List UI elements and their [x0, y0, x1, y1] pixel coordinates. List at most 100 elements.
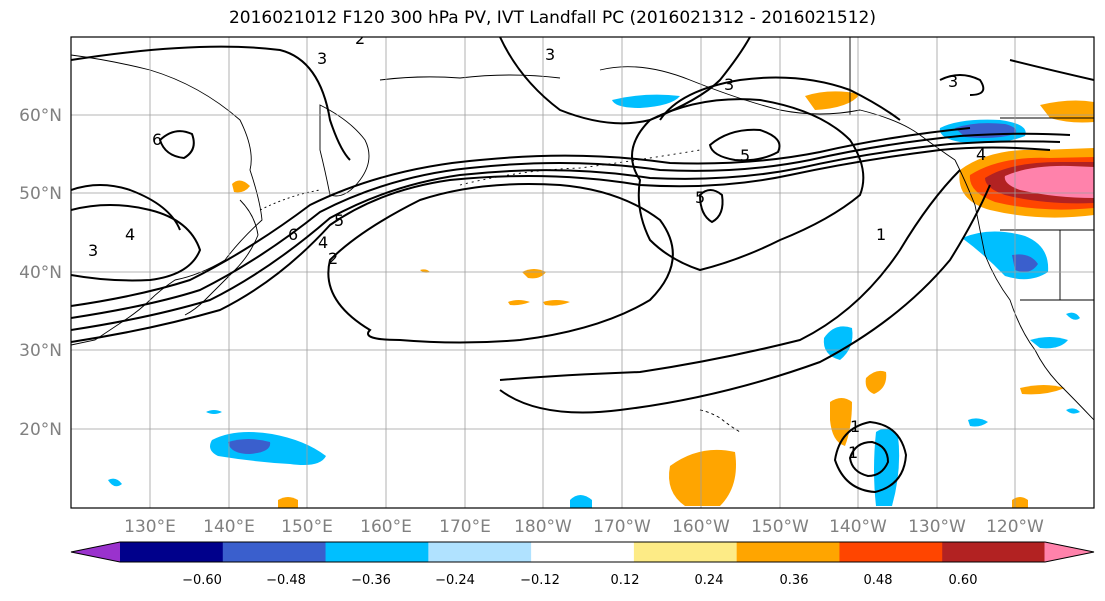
negative-anomaly-patch: [1030, 337, 1068, 349]
lat-tick-label: 40°N: [19, 263, 62, 283]
longitude-axis: 130°E 140°E 150°E 160°E 170°E 180°W 170°…: [124, 517, 1044, 537]
contour-label: 5: [334, 211, 344, 230]
colorbar-segment: [222, 542, 327, 562]
pv-contour-line: [698, 189, 724, 224]
pv-contour-line: [708, 128, 781, 162]
colorbar-tick-label: −0.48: [266, 573, 306, 588]
pv-contour-line: [71, 132, 1071, 319]
colorbar-segment: [531, 542, 635, 562]
negative-anomaly-patch: [1066, 408, 1080, 414]
arctic-coastline: [379, 74, 561, 81]
positive-anomaly-patch: [1004, 165, 1094, 198]
colorbar-tick-label: −0.12: [520, 573, 560, 588]
negative-anomaly-patch: [968, 418, 988, 427]
pv-contour-line: [659, 76, 901, 121]
lat-tick-label: 60°N: [19, 106, 62, 126]
lon-tick-label: 170°E: [439, 517, 491, 537]
lat-tick-label: 20°N: [19, 420, 62, 440]
colorbar-segment: [736, 542, 840, 562]
asia-coastline: [71, 54, 263, 346]
latitude-axis: 60°N 50°N 40°N 30°N 20°N: [19, 106, 62, 440]
lat-tick-label: 30°N: [19, 341, 62, 361]
pv-contour-line: [848, 440, 890, 478]
gridlines-layer: [71, 37, 1094, 508]
pv-contour-line: [71, 127, 971, 307]
colorbar-tick-label: −0.60: [182, 573, 222, 588]
contour-label: 6: [152, 130, 162, 149]
positive-anomaly-patch: [1020, 385, 1065, 395]
lat-tick-label: 50°N: [19, 184, 62, 204]
lon-tick-label: 160°W: [672, 517, 730, 537]
contour-label: 6: [288, 225, 298, 244]
colorbar-tick-label: −0.36: [351, 573, 391, 588]
contour-label: 3: [545, 45, 555, 64]
map-frame: [70, 36, 1095, 509]
negative-anomaly-patch: [108, 478, 122, 487]
positive-anomaly-patch: [1012, 497, 1028, 508]
contour-label: 1: [876, 225, 886, 244]
lon-tick-label: 150°W: [751, 517, 809, 537]
colorbar-tick-label: 0.36: [780, 573, 809, 588]
lon-tick-label: 160°E: [360, 517, 412, 537]
contour-label: 1: [848, 443, 858, 462]
positive-anomaly-patch: [669, 449, 736, 506]
positive-anomaly-patch: [805, 91, 860, 110]
lon-tick-label: 180°W: [514, 517, 572, 537]
pv-contour-line: [71, 204, 202, 282]
contour-label: 4: [976, 145, 986, 164]
lon-tick-label: 130°W: [908, 517, 966, 537]
colorbar-outline: [70, 541, 1095, 563]
negative-anomaly-patch: [206, 410, 222, 414]
pv-contour-line: [499, 169, 961, 381]
pv-contour-labels: 2 3 3 3 3 4 5 5 6 4 5 2 3 4 1 1 1 6: [88, 29, 986, 462]
pv-contour-line: [327, 183, 674, 344]
pv-contour-line: [71, 184, 181, 231]
kamchatka-coastline: [319, 104, 370, 197]
lon-tick-label: 150°E: [281, 517, 333, 537]
hawaii-islands: [699, 409, 741, 433]
negative-anomaly-patch: [228, 439, 271, 454]
colorbar-segment: [120, 542, 224, 562]
pv-contour-line: [499, 184, 991, 414]
positive-anomaly-patch: [522, 269, 546, 279]
colorbar: [70, 541, 1095, 563]
pv-contour-line: [631, 98, 865, 272]
contour-label: 2: [355, 29, 365, 48]
pv-contour-line: [158, 130, 195, 160]
colorbar-tick-label: 0.12: [611, 573, 640, 588]
colorbar-tick-label: 0.48: [864, 573, 893, 588]
contour-label: 5: [695, 188, 705, 207]
pv-contour-line: [71, 140, 1061, 331]
colorbar-extend-low: [71, 542, 121, 562]
colorbar-tick-label: 0.24: [695, 573, 724, 588]
map-plot-area: [71, 37, 1094, 508]
lon-tick-label: 140°E: [203, 517, 255, 537]
state-borders: [1000, 229, 1094, 301]
colorbar-segment: [325, 542, 429, 562]
lon-tick-label: 130°E: [124, 517, 176, 537]
colorbar-segment: [942, 542, 1046, 562]
positive-anomaly-patch: [1040, 100, 1094, 123]
lon-tick-label: 120°W: [986, 517, 1044, 537]
contour-label: 4: [318, 233, 328, 252]
contour-label: 3: [948, 72, 958, 91]
negative-anomaly-patch: [612, 94, 680, 108]
contour-label: 3: [317, 49, 327, 68]
lon-tick-label: 170°W: [593, 517, 651, 537]
colorbar-segment: [428, 542, 532, 562]
negative-anomaly-patch: [1012, 254, 1038, 272]
negative-anomaly-patch: [823, 326, 853, 360]
colorbar-tick-labels: −0.60 −0.48 −0.36 −0.24 −0.12 0.12 0.24 …: [182, 573, 977, 588]
pv-contour-line: [1009, 59, 1094, 81]
colorbar-tick-label: −0.24: [435, 573, 475, 588]
kuril-islands: [259, 189, 321, 211]
north-america-coastline: [954, 159, 1094, 421]
negative-anomaly-patch: [874, 428, 900, 506]
pv-contour-line: [939, 74, 985, 96]
contour-label: 3: [88, 241, 98, 260]
contour-label: 1: [850, 417, 860, 436]
contour-label: 2: [328, 249, 338, 268]
colorbar-segment: [839, 542, 943, 562]
pv-contours-layer: [71, 37, 1094, 494]
